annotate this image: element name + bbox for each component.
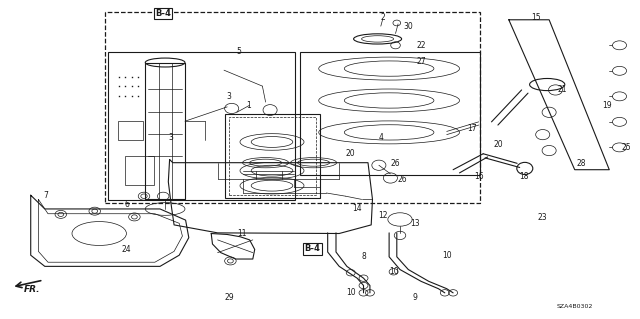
Text: B-4: B-4 (156, 9, 171, 18)
Text: 30: 30 (403, 22, 413, 31)
Text: FR.: FR. (24, 285, 40, 294)
Text: 10: 10 (388, 267, 399, 276)
Text: 5: 5 (236, 47, 241, 56)
Text: 15: 15 (531, 13, 541, 22)
Text: 24: 24 (122, 245, 132, 254)
Text: 26: 26 (390, 159, 401, 168)
Text: 21: 21 (557, 85, 566, 94)
Bar (108, 52, 295, 200)
Text: 10: 10 (442, 251, 452, 260)
Text: 7: 7 (44, 191, 49, 200)
Text: 3: 3 (227, 92, 232, 101)
Text: 14: 14 (352, 204, 362, 213)
Bar (125, 156, 154, 185)
Text: 17: 17 (467, 124, 477, 133)
Text: B-4: B-4 (305, 244, 320, 253)
Bar (105, 12, 480, 203)
Bar (300, 52, 480, 175)
Text: 3: 3 (168, 133, 173, 142)
Text: 27: 27 (416, 57, 426, 66)
Text: 25: 25 (621, 143, 631, 152)
Text: 13: 13 (410, 219, 420, 228)
Text: 9: 9 (412, 293, 417, 302)
Text: 29: 29 (224, 293, 234, 302)
Text: 23: 23 (538, 213, 548, 222)
Text: 28: 28 (577, 159, 586, 168)
Text: 16: 16 (474, 172, 484, 181)
Text: 11: 11 (237, 229, 246, 238)
Text: SZA4B0302: SZA4B0302 (557, 304, 593, 309)
Text: 19: 19 (602, 101, 612, 110)
Bar (118, 121, 143, 140)
Text: 20: 20 (346, 149, 356, 158)
Text: 26: 26 (397, 175, 407, 184)
Text: 10: 10 (346, 288, 356, 297)
Text: 4: 4 (379, 133, 384, 142)
Text: 22: 22 (417, 41, 426, 50)
Text: 20: 20 (493, 140, 503, 149)
Text: 12: 12 (378, 211, 387, 220)
Text: 2: 2 (380, 13, 385, 22)
Bar (225, 114, 320, 198)
Text: 1: 1 (246, 101, 251, 110)
Bar (229, 117, 316, 195)
Text: 8: 8 (361, 252, 366, 261)
Text: 18: 18 (519, 172, 528, 181)
Text: 6: 6 (124, 200, 129, 209)
